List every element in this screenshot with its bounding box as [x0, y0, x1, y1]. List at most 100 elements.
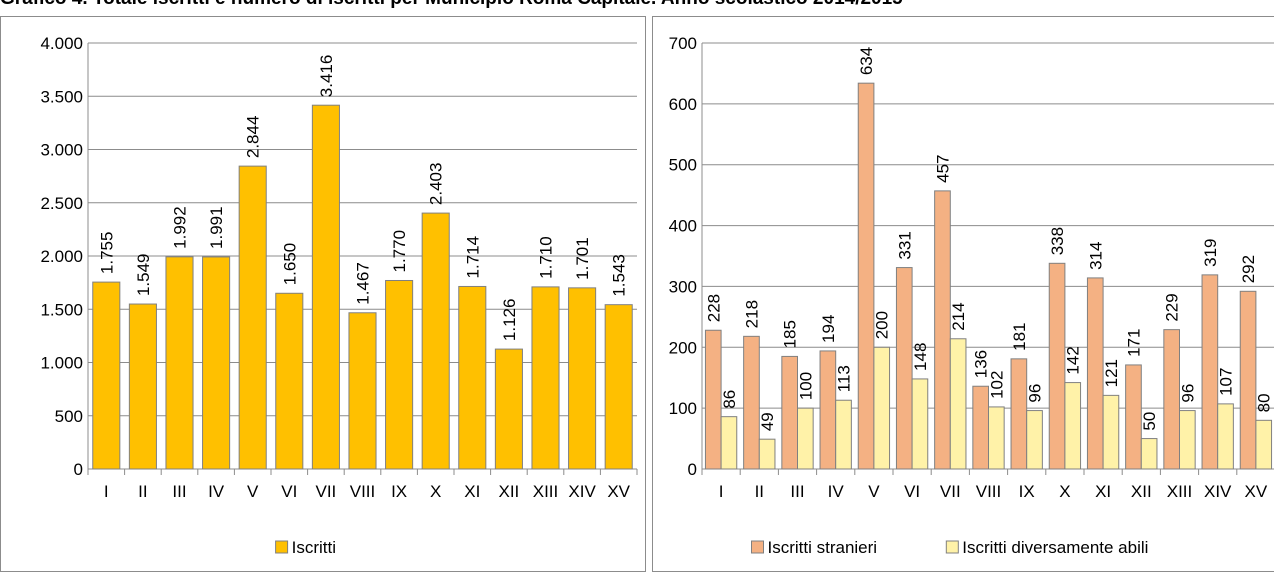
data-label: 1.714	[463, 236, 482, 279]
data-label: 181	[1010, 322, 1029, 350]
bar	[92, 281, 121, 470]
x-tick-label: I	[719, 482, 724, 501]
data-label: 50	[1140, 412, 1159, 431]
bar	[1201, 274, 1219, 470]
bar	[494, 348, 523, 470]
bar	[1010, 358, 1028, 470]
y-tick-label: 600	[669, 95, 697, 114]
data-label: 1.701	[573, 237, 592, 280]
x-tick-label: X	[430, 482, 441, 501]
legend-label: Iscritti stranieri	[768, 538, 878, 557]
data-label: 80	[1255, 393, 1274, 412]
data-label: 2.403	[427, 163, 446, 206]
bar	[1048, 262, 1066, 470]
y-tick-label: 3.000	[40, 141, 83, 160]
bar	[275, 292, 304, 470]
data-label: 3.416	[317, 55, 336, 98]
x-tick-label: VI	[904, 482, 920, 501]
x-tick-label: III	[172, 482, 186, 501]
x-tick-label: XIII	[533, 482, 559, 501]
data-label: 113	[835, 365, 854, 392]
bar	[857, 82, 875, 470]
bar	[1086, 277, 1104, 470]
data-label: 142	[1064, 346, 1083, 374]
x-tick-label: VIII	[976, 482, 1002, 501]
data-label: 100	[796, 372, 815, 400]
right-chart-panel: 0 100 200 300 400 500 600 700 I II III IV V VI VII VIII…	[652, 16, 1274, 572]
data-label: 96	[1178, 384, 1197, 403]
data-label: 148	[911, 343, 930, 371]
data-label: 1.543	[610, 254, 629, 297]
data-label: 107	[1217, 368, 1236, 396]
x-tick-label: XIII	[1167, 482, 1193, 501]
data-label: 314	[1086, 242, 1105, 270]
x-tick-label: XII	[499, 482, 520, 501]
data-label: 1.992	[171, 206, 190, 249]
data-label: 86	[720, 390, 739, 409]
y-tick-label: 0	[74, 460, 83, 479]
data-label: 338	[1048, 227, 1067, 255]
x-tick-label: X	[1059, 482, 1070, 501]
bar	[1064, 382, 1082, 470]
data-label: 1.126	[500, 299, 519, 342]
y-tick-label: 500	[669, 156, 697, 175]
data-label: 1.467	[354, 262, 373, 305]
data-label: 121	[1102, 359, 1121, 387]
x-tick-label: XIV	[1204, 482, 1232, 501]
data-label: 214	[949, 302, 968, 330]
bar	[781, 355, 798, 470]
x-tick-label: II	[755, 482, 764, 501]
bar	[873, 346, 891, 470]
bar	[458, 285, 487, 470]
y-tick-label: 2.000	[40, 247, 83, 266]
bar	[758, 438, 776, 470]
data-label: 1.991	[207, 206, 226, 249]
data-label: 292	[1239, 255, 1258, 283]
x-tick-label: XI	[1095, 482, 1111, 501]
data-label: 1.650	[280, 243, 299, 286]
x-tick-label: VII	[316, 482, 337, 501]
bar	[934, 190, 951, 470]
bar	[348, 312, 377, 470]
x-tick-label: II	[138, 482, 147, 501]
y-tick-label: 1.500	[40, 300, 83, 319]
x-tick-label: VI	[281, 482, 297, 501]
y-tick-label: 3.500	[40, 87, 83, 106]
x-tick-label: XV	[1245, 482, 1268, 501]
data-label: 102	[987, 371, 1006, 399]
data-label: 96	[1026, 384, 1045, 403]
x-tick-label: IV	[208, 482, 225, 501]
bar	[988, 406, 1005, 470]
x-tick-label: XV	[607, 482, 630, 501]
bar	[1125, 364, 1142, 470]
bar	[568, 287, 597, 470]
bar	[911, 378, 929, 470]
bar	[720, 416, 738, 470]
bar	[421, 212, 450, 470]
x-tick-label: IV	[828, 482, 845, 501]
data-label: 229	[1163, 293, 1182, 321]
data-label: 1.710	[537, 236, 556, 279]
bar	[1026, 410, 1043, 470]
x-tick-label: XII	[1131, 482, 1152, 501]
bar	[1217, 403, 1234, 470]
left-chart-panel: 0 500 1.000 1.500 2.000 2.500 3.000 3.500 4.000 I…	[0, 16, 646, 572]
y-tick-label: 1.000	[40, 354, 83, 373]
x-tick-label: VII	[940, 482, 961, 501]
y-tick-label: 700	[669, 34, 697, 53]
legend-label: Iscritti	[292, 538, 336, 557]
x-tick-label: I	[104, 482, 109, 501]
x-tick-label: III	[790, 482, 804, 501]
y-tick-label: 100	[669, 399, 697, 418]
data-label: 228	[704, 294, 723, 322]
bar	[385, 279, 414, 470]
bar	[1179, 410, 1196, 470]
x-tick-label: IX	[1019, 482, 1035, 501]
bar	[238, 165, 267, 470]
legend-swatch	[751, 540, 764, 554]
x-tick-label: XIV	[568, 482, 596, 501]
x-tick-label: VIII	[350, 482, 376, 501]
data-label: 1.770	[390, 230, 409, 273]
